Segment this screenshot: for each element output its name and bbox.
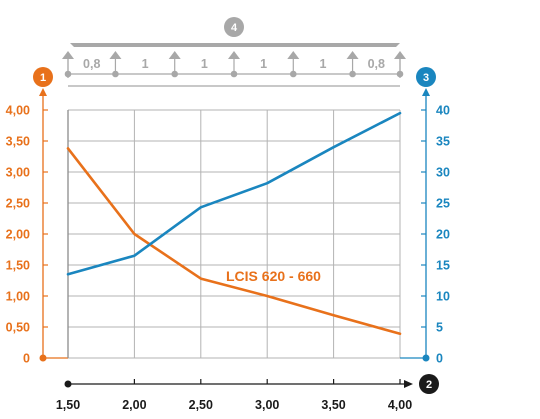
support-triangle-icon (394, 51, 406, 59)
axes (39, 88, 430, 388)
left-tick-label: 1,00 (6, 290, 30, 304)
x-origin-dot (64, 380, 72, 388)
left-origin-dot (39, 354, 47, 362)
support-node (171, 70, 179, 78)
left-tick-label: 3,50 (6, 135, 30, 149)
x-tick-label: 3,00 (255, 398, 279, 412)
support-triangle-icon (287, 51, 300, 59)
badge-x-axis (419, 374, 439, 394)
tick-labels: 0 0,50 1,00 1,50 2,00 2,50 3,00 3,50 4,00 0 5 10 15 2… (6, 104, 450, 413)
span-schema: 0,8 1 1 1 1 0,8 (62, 43, 406, 87)
x-tick-label: 4,00 (388, 398, 412, 412)
span-label: 1 (319, 57, 326, 71)
badge-right-axis (416, 67, 436, 87)
badge-left-axis (33, 67, 53, 87)
x-axis-arrow (404, 380, 413, 388)
right-tick-label: 40 (436, 104, 450, 118)
span-label: 1 (201, 57, 208, 71)
support-node (289, 70, 297, 78)
badge-x-axis-text: 2 (426, 379, 432, 391)
left-tick-label: 4,00 (6, 104, 30, 118)
support-node (349, 70, 356, 78)
right-tick-label: 20 (436, 228, 450, 242)
support-triangle-icon (62, 51, 74, 59)
badge-span-schema (224, 17, 244, 37)
right-tick-label: 10 (436, 290, 450, 304)
span-label: 0,8 (368, 57, 385, 71)
left-tick-label: 0 (23, 352, 30, 366)
right-axis-arrow (422, 88, 430, 96)
badge-span-schema-text: 4 (231, 22, 238, 34)
series-line-left (66, 147, 402, 336)
left-tick-label: 1,50 (6, 259, 30, 273)
axis-badges: 1 3 4 2 (33, 17, 439, 394)
series-annotation: LCIS 620 - 660 (226, 268, 321, 284)
left-axis-arrow (39, 88, 47, 96)
right-tick-label: 25 (436, 197, 450, 211)
support-node (64, 70, 72, 78)
x-tick-label: 3,50 (321, 398, 345, 412)
right-tick-label: 35 (436, 135, 450, 149)
span-label: 1 (142, 57, 149, 71)
left-tick-label: 2,50 (6, 197, 30, 211)
right-tick-label: 30 (436, 166, 450, 180)
badge-right-axis-text: 3 (423, 72, 429, 84)
beam-bar (70, 43, 400, 47)
badge-left-axis-text: 1 (40, 72, 46, 84)
right-tick-label: 0 (436, 352, 443, 366)
support-triangle-icon (109, 51, 122, 59)
support-triangle-icon (228, 51, 240, 59)
support-node (396, 70, 404, 78)
span-label: 0,8 (83, 57, 100, 71)
x-tick-label: 2,50 (189, 398, 213, 412)
left-tick-label: 3,00 (6, 166, 30, 180)
support-node (230, 70, 238, 78)
series-line-right (66, 111, 402, 276)
series-lines (66, 111, 402, 336)
right-tick-label: 15 (436, 259, 450, 273)
left-tick-label: 2,00 (6, 228, 30, 242)
right-tick-label: 5 (436, 321, 443, 335)
support-triangle-icon (168, 51, 181, 59)
x-tick-label: 2,00 (122, 398, 146, 412)
support-node (112, 70, 119, 78)
left-tick-label: 0,50 (6, 321, 30, 335)
support-triangle-icon (346, 51, 359, 59)
right-origin-dot (422, 354, 430, 362)
span-label: 1 (260, 57, 267, 71)
x-tick-label: 1,50 (56, 398, 80, 412)
